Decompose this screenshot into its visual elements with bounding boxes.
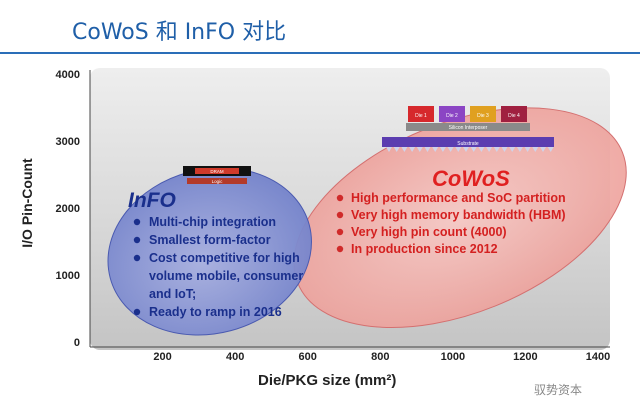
info-bullet-text: volume mobile, consumer: [149, 269, 303, 283]
info-bullet-text: Smallest form-factor: [149, 233, 271, 247]
y-tick-label: 2000: [56, 203, 80, 215]
x-axis-label: Die/PKG size (mm²): [258, 372, 397, 389]
y-tick-label: 1000: [56, 270, 80, 282]
y-tick-label: 0: [74, 337, 80, 349]
cowos-region: Substrate Silicon Interposer Die 1 Die 2…: [293, 106, 627, 329]
info-bullet-text: and IoT;: [149, 287, 196, 301]
title-divider: [0, 52, 640, 54]
x-tick-label: 600: [299, 351, 317, 363]
y-ticks: 0 1000 2000 3000 4000: [56, 69, 80, 349]
info-region: DRAM Logic InFO Multi-chip integration Sm…: [107, 166, 312, 336]
cowos-pkg-die2: Die 2: [446, 113, 458, 119]
x-tick-label: 800: [371, 351, 389, 363]
info-bullet-dot: [133, 236, 141, 244]
cowos-bullet-dot: [336, 228, 344, 236]
cowos-bullet-text: In production since 2012: [351, 242, 498, 256]
cowos-bullet-text: Very high pin count (4000): [351, 225, 507, 239]
watermark: 驭势资本: [534, 383, 583, 397]
x-tick-label: 1000: [441, 351, 465, 363]
cowos-pkg-die3: Die 3: [477, 113, 489, 119]
info-bullet-text: Multi-chip integration: [149, 215, 276, 229]
info-bullet-text: Cost competitive for high: [149, 251, 300, 265]
info-pkg-logic: Logic: [212, 179, 224, 184]
x-ticks: 200 400 600 800 1000 1200 1400: [153, 351, 610, 363]
info-bullet-dot: [133, 218, 141, 226]
info-label: InFO: [128, 189, 176, 212]
cowos-pkg-die4: Die 4: [508, 113, 520, 119]
y-tick-label: 3000: [56, 136, 80, 148]
cowos-pkg-interposer: Silicon Interposer: [449, 125, 488, 131]
cowos-pkg-substrate: Substrate: [457, 141, 479, 147]
page-title: CoWoS 和 InFO 对比: [72, 20, 287, 45]
cowos-bullet-text: High performance and SoC partition: [351, 191, 566, 205]
y-axis-label: I/O Pin-Count: [19, 158, 35, 248]
cowos-bullets: High performance and SoC partition Very h…: [336, 191, 566, 256]
cowos-bullet-dot: [336, 211, 344, 219]
x-tick-label: 1400: [586, 351, 610, 363]
info-bullet-dot: [133, 308, 141, 316]
x-tick-label: 400: [226, 351, 244, 363]
cowos-bullet-dot: [336, 245, 344, 253]
x-tick-label: 1200: [513, 351, 537, 363]
y-tick-label: 4000: [56, 69, 80, 81]
cowos-bullet-text: Very high memory bandwidth (HBM): [351, 208, 566, 222]
cowos-pkg-die1: Die 1: [415, 113, 427, 119]
info-bullets: Multi-chip integration Smallest form-fact…: [133, 215, 303, 319]
cowos-bullet-dot: [336, 194, 344, 202]
x-tick-label: 200: [153, 351, 171, 363]
info-bullet-dot: [133, 254, 141, 262]
cowos-package-illustration: Substrate Silicon Interposer Die 1 Die 2…: [382, 106, 554, 152]
info-package-illustration: DRAM Logic: [183, 166, 251, 184]
cowos-label: CoWoS: [432, 166, 510, 191]
info-pkg-dram: DRAM: [210, 169, 224, 174]
info-bullet-text: Ready to ramp in 2016: [149, 305, 282, 319]
